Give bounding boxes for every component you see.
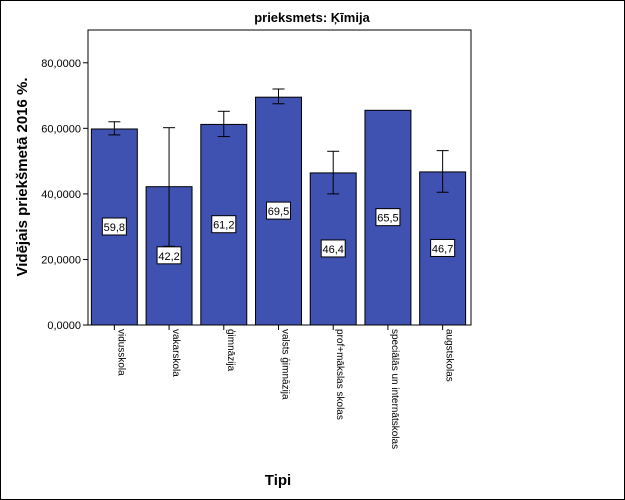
y-tick-label: 0,0000 [47,320,81,332]
y-axis: 0,0000 20,0000 40,0000 60,0000 80,0000 [41,58,88,332]
data-label: 46,7 [430,238,456,257]
bars [90,96,467,326]
svg-text:61,2: 61,2 [213,220,234,232]
error-bar [217,110,230,138]
data-label: 42,2 [156,246,182,265]
y-tick-label: 60,0000 [41,123,81,135]
error-bar [327,150,340,195]
data-label: 59,8 [101,217,127,236]
data-label: 69,5 [266,201,291,220]
svg-text:59,8: 59,8 [104,222,125,234]
x-tick-label: valsts ģimnāzija [280,329,293,400]
x-axis-title: Tipi [265,472,291,489]
x-tick-label: ģimnāzija [225,329,238,372]
y-tick-label: 40,0000 [41,189,81,201]
y-tick-label: 80,0000 [41,58,81,70]
x-tick-label: speciālās un internātskolas [389,329,400,449]
x-tick-label: vidusskola [115,329,126,376]
data-label: 65,5 [375,208,401,227]
y-axis-title: Vidējais priekšmetā 2016 %. [14,77,31,276]
error-bar [163,127,176,247]
x-tick-label: prof+mākslas skolas [334,329,345,420]
error-bar [272,88,285,105]
error-bar [436,150,449,193]
svg-text:46,4: 46,4 [323,244,344,256]
chart-title: prieksmets: Ķīmija [254,10,370,25]
svg-text:42,2: 42,2 [158,251,179,263]
y-tick-label: 20,0000 [41,254,81,266]
svg-text:46,7: 46,7 [432,243,453,255]
svg-text:65,5: 65,5 [377,213,398,225]
error-bars [108,88,449,247]
data-label: 46,4 [320,239,346,258]
x-axis: vidusskola vakarskola ģimnāzija valsts ģimn… [113,325,455,449]
error-bar [108,121,121,136]
data-labels: 59,8 42,2 61,2 69,5 46,4 65,5 46,7 [101,201,456,265]
data-label: 61,2 [211,215,237,234]
x-tick-label: vakarskola [170,329,181,377]
svg-text:69,5: 69,5 [268,206,289,218]
x-tick-label: augstskolas [444,329,455,382]
